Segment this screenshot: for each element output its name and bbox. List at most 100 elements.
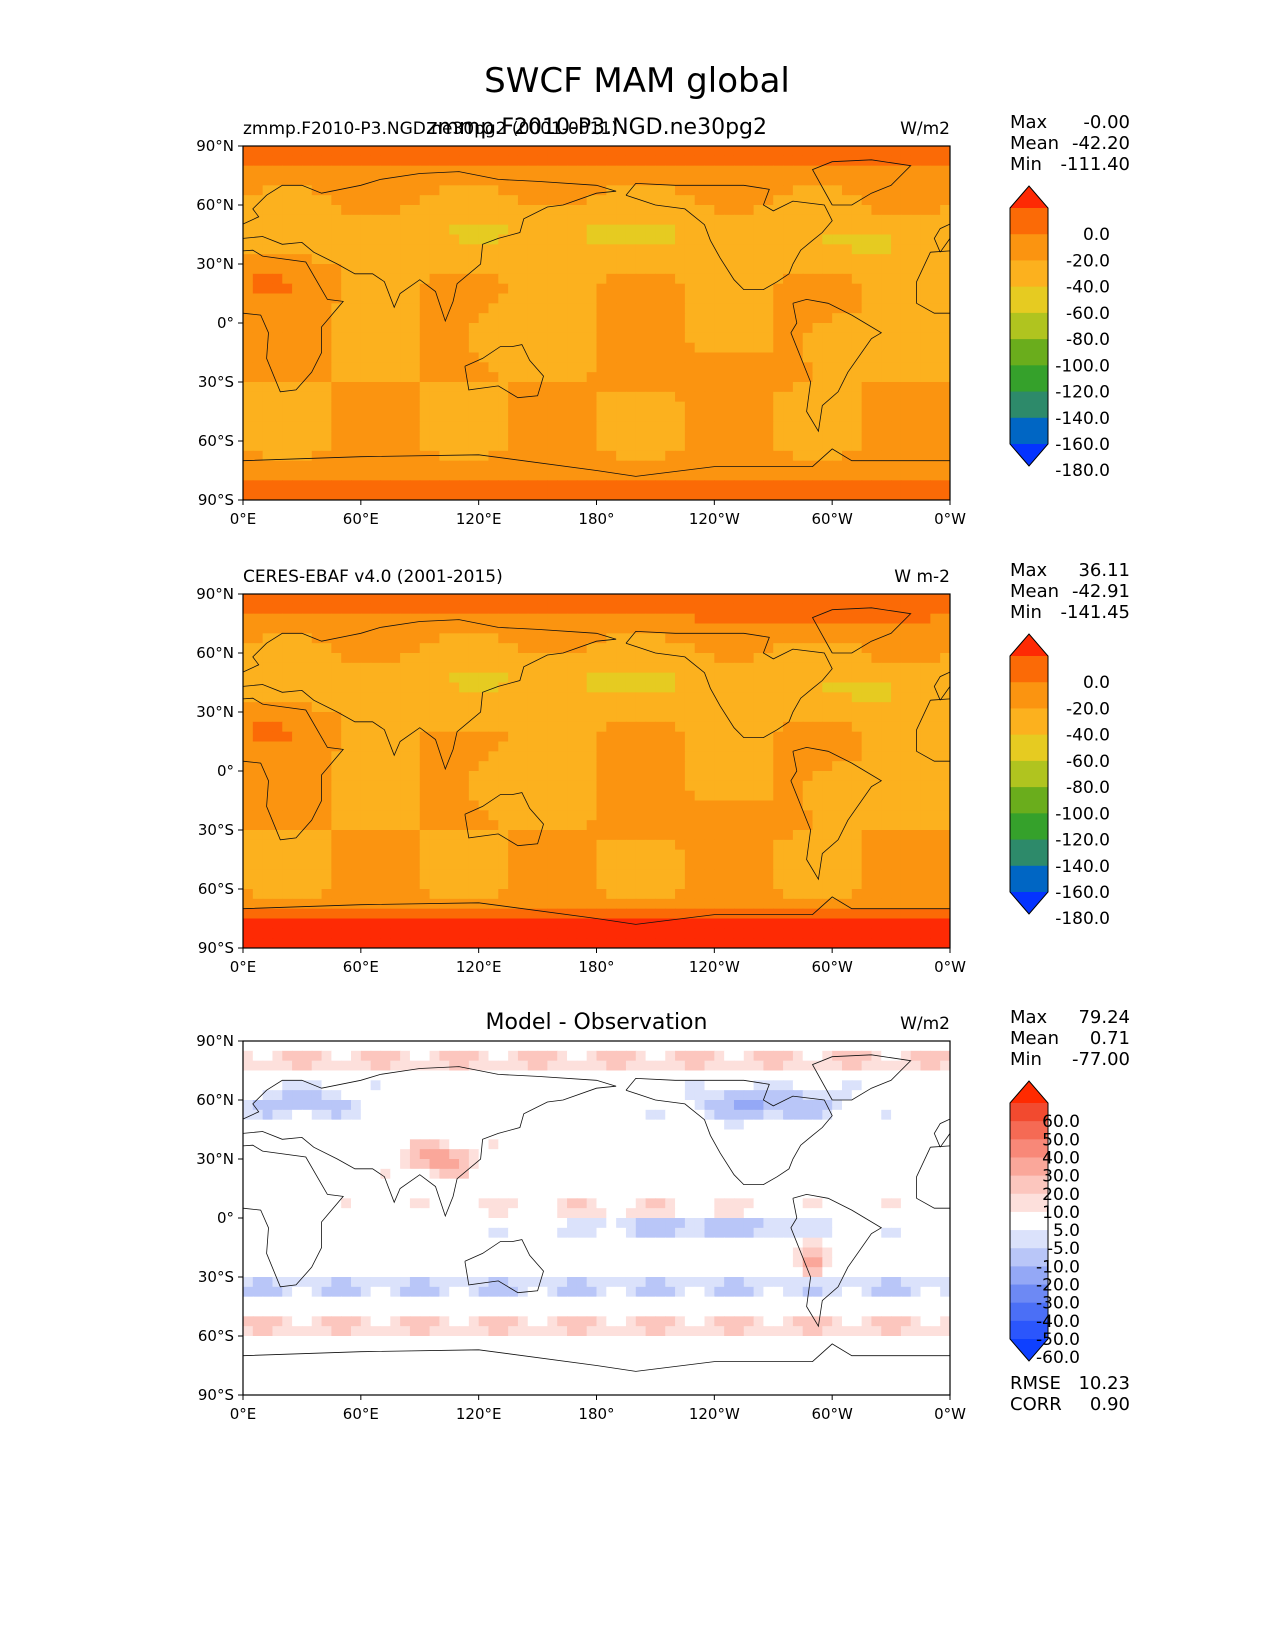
heatmap-cell (675, 780, 686, 792)
heatmap-cell (292, 800, 303, 811)
heatmap-cell (694, 441, 706, 452)
heatmap-cell (675, 283, 686, 295)
heatmap-cell (419, 751, 431, 762)
heatmap-cell (645, 721, 657, 733)
heatmap-cell (360, 603, 372, 615)
heatmap-cell (792, 332, 804, 344)
heatmap-cell (360, 712, 372, 723)
heatmap-cell (792, 254, 804, 265)
heatmap-cell (449, 185, 460, 196)
heatmap-cell (586, 195, 598, 206)
heatmap-cell (508, 761, 519, 772)
heatmap-cell (468, 820, 480, 831)
heatmap-cell (724, 234, 735, 245)
heatmap-cell (567, 382, 578, 393)
heatmap-cell (684, 421, 696, 432)
heatmap-cell (243, 879, 254, 890)
colorbar-tick-label: 0.0 (1083, 225, 1110, 245)
heatmap-cell (370, 682, 382, 693)
heatmap-cell (625, 682, 637, 693)
heatmap-cell (459, 879, 470, 890)
heatmap-cell (439, 790, 450, 802)
heatmap-cell (773, 165, 784, 177)
heatmap-cell (616, 800, 627, 811)
heatmap-cell (684, 780, 696, 792)
heatmap-cell (262, 603, 274, 615)
heatmap-cell (871, 672, 882, 684)
heatmap-cell (694, 470, 706, 481)
heatmap-cell (635, 771, 647, 782)
heatmap-cell (380, 372, 391, 383)
heatmap-cell (861, 712, 873, 723)
heatmap-cell (753, 751, 765, 762)
heatmap-cell (743, 146, 755, 157)
heatmap-cell (920, 342, 931, 354)
heatmap-cell (292, 672, 303, 684)
heatmap-cell (409, 205, 421, 216)
heatmap-cell (606, 264, 617, 275)
heatmap-cell (832, 264, 843, 275)
heatmap-cell (459, 594, 470, 605)
heatmap-cell (871, 303, 882, 314)
heatmap-cell (331, 421, 342, 432)
heatmap-cell (537, 460, 548, 472)
heatmap-cell (900, 273, 912, 285)
heatmap-cell (881, 293, 892, 304)
heatmap-cell (537, 662, 548, 674)
heatmap-cell (360, 898, 372, 910)
heatmap-cell (282, 264, 293, 275)
heatmap-cell (262, 692, 274, 703)
heatmap-cell (576, 214, 588, 226)
heatmap-cell (733, 633, 745, 644)
heatmap-cell (311, 362, 323, 373)
heatmap-cell (478, 613, 490, 625)
heatmap-cell (576, 146, 588, 157)
heatmap-cell (547, 761, 558, 772)
heatmap-cell (635, 401, 647, 413)
heatmap-cell (694, 283, 706, 295)
heatmap-cell (311, 702, 323, 713)
coastline (106, 160, 204, 205)
heatmap-cell (252, 391, 264, 403)
heatmap-cell (792, 603, 804, 615)
heatmap-cell (282, 441, 293, 452)
heatmap-cell (468, 731, 480, 743)
heatmap-cell (527, 603, 539, 615)
heatmap-cell (547, 800, 558, 811)
heatmap-cell (262, 820, 274, 831)
heatmap-cell (498, 692, 509, 703)
heatmap-cell (488, 702, 499, 713)
heatmap-cell (547, 214, 558, 226)
heatmap-cell (449, 214, 460, 226)
heatmap-cell (891, 662, 902, 674)
heatmap-cell (586, 702, 598, 713)
heatmap-cell (625, 780, 637, 792)
heatmap-cell (930, 613, 941, 625)
heatmap-cell (488, 431, 499, 442)
heatmap-cell (527, 712, 539, 723)
heatmap-cell (675, 382, 686, 393)
heatmap-cell (694, 839, 706, 851)
heatmap-cell (537, 391, 548, 403)
heatmap-cell (596, 313, 607, 324)
heatmap-cell (331, 879, 342, 890)
heatmap-cell (567, 633, 578, 644)
heatmap-cell (488, 441, 499, 452)
heatmap-cell (321, 313, 332, 324)
heatmap-cell (635, 185, 647, 196)
heatmap-cell (802, 780, 814, 792)
heatmap-cell (567, 810, 578, 821)
heatmap-cell (360, 613, 372, 625)
heatmap-cell (282, 244, 293, 255)
heatmap-cell (920, 712, 931, 723)
heatmap-cell (419, 702, 431, 713)
heatmap-cell (753, 702, 765, 713)
heatmap-cell (753, 254, 765, 265)
heatmap-cell (675, 175, 686, 186)
heatmap-cell (724, 431, 735, 442)
heatmap-cell (459, 234, 470, 245)
heatmap-cell (586, 790, 598, 802)
heatmap-cell (272, 594, 283, 605)
heatmap-cell (252, 470, 264, 481)
heatmap-cell (301, 741, 313, 752)
